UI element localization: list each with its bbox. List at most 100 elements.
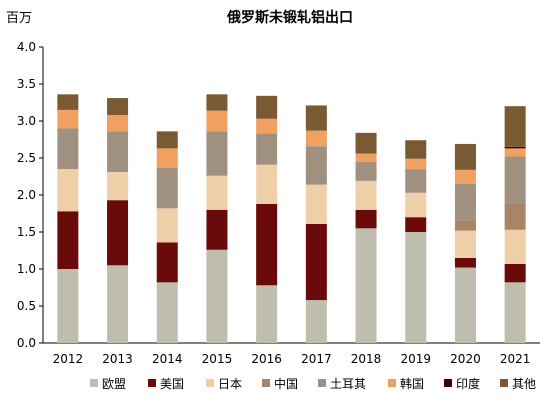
- bar-segment: [405, 217, 427, 232]
- bar-segment: [206, 249, 228, 343]
- bar-segment: [107, 115, 129, 132]
- bar-segment: [504, 148, 526, 157]
- bar-segment: [57, 169, 79, 212]
- x-axis: 2012 2013 2014 2015 2016 2017 2018 2019 2020 2021: [43, 342, 540, 366]
- bar-segment: [405, 140, 427, 159]
- bar-segment: [454, 169, 476, 184]
- bar-segment: [355, 180, 377, 210]
- x-tick-label: 2019: [400, 352, 431, 366]
- bar-segment: [405, 169, 427, 193]
- bar-segment: [256, 118, 278, 134]
- bar-segment: [454, 267, 476, 343]
- bar-segment: [57, 269, 79, 343]
- bar-segment: [256, 285, 278, 343]
- x-tick-label: 2020: [450, 352, 481, 366]
- chart-title: 俄罗斯未锻轧铝出口: [226, 9, 353, 26]
- bar-segment: [305, 146, 327, 185]
- bar-segment: [504, 282, 526, 343]
- bar-segment: [206, 175, 228, 210]
- bar-segment: [454, 230, 476, 258]
- y-tick-label: 2.5: [17, 151, 36, 165]
- bar-segment: [454, 183, 476, 221]
- bars: [57, 94, 526, 343]
- bar-segment: [454, 143, 476, 170]
- bar-segment: [504, 156, 526, 204]
- y-tick-label: 3.0: [17, 114, 36, 128]
- bar-segment: [156, 282, 178, 343]
- bar-segment: [355, 161, 377, 181]
- bar-segment: [504, 106, 526, 147]
- y-axis: 0.0 0.5 1.0 1.5 2.0 2.5 3.0 3.5 4.0: [17, 40, 44, 350]
- x-tick-label: 2018: [351, 352, 382, 366]
- bar-segment: [256, 203, 278, 286]
- bar-segment: [355, 228, 377, 343]
- bar-segment: [355, 209, 377, 229]
- legend-swatch: [148, 379, 156, 387]
- legend-swatch: [500, 379, 508, 387]
- bar-segment: [405, 232, 427, 343]
- legend-label: 美国: [160, 377, 184, 391]
- x-tick-label: 2012: [53, 352, 84, 366]
- legend-label: 日本: [218, 377, 242, 391]
- bar-segment: [504, 263, 526, 283]
- bar-segment: [156, 167, 178, 209]
- bar-segment: [57, 94, 79, 110]
- bar-segment: [156, 131, 178, 149]
- legend-swatch: [444, 379, 452, 387]
- legend-label: 印度: [456, 376, 480, 391]
- x-tick-label: 2017: [301, 352, 332, 366]
- bar-segment: [107, 131, 129, 173]
- x-tick-label: 2014: [152, 352, 183, 366]
- bar-segment: [305, 300, 327, 343]
- y-tick-label: 4.0: [17, 40, 36, 54]
- bar-segment: [57, 128, 79, 170]
- bar-segment: [355, 153, 377, 162]
- bar-segment: [504, 229, 526, 264]
- bar-segment: [206, 94, 228, 111]
- legend-label: 其他: [512, 377, 536, 391]
- bar-segment: [256, 95, 278, 119]
- legend: 欧盟 美国 日本 中国 土耳其 韩国 印度 其他: [90, 376, 536, 391]
- bar-segment: [256, 164, 278, 204]
- legend-swatch: [262, 379, 270, 387]
- x-tick-label: 2015: [202, 352, 233, 366]
- y-tick-label: 2.0: [17, 188, 36, 202]
- y-tick-label: 0.0: [17, 336, 36, 350]
- bar-segment: [156, 148, 178, 168]
- x-tick-label: 2021: [500, 352, 531, 366]
- bar-segment: [107, 265, 129, 343]
- unit-label: 百万: [6, 11, 32, 26]
- legend-swatch: [388, 379, 396, 387]
- bar-segment: [504, 203, 526, 230]
- bar-segment: [305, 130, 327, 147]
- legend-swatch: [206, 379, 214, 387]
- bar-segment: [156, 242, 178, 283]
- bar-segment: [107, 98, 129, 116]
- bar-segment: [454, 257, 476, 268]
- x-tick-label: 2013: [102, 352, 133, 366]
- y-tick-label: 1.0: [17, 262, 36, 276]
- legend-label: 中国: [274, 376, 298, 391]
- y-tick-label: 1.5: [17, 225, 36, 239]
- legend-label: 欧盟: [102, 377, 126, 391]
- y-tick-label: 3.5: [17, 77, 36, 91]
- bar-segment: [305, 223, 327, 301]
- bar-segment: [355, 132, 377, 154]
- bar-segment: [305, 184, 327, 224]
- bar-segment: [206, 110, 228, 132]
- legend-label: 韩国: [400, 376, 424, 391]
- legend-swatch: [318, 379, 326, 387]
- bar-segment: [107, 172, 129, 201]
- legend-label: 土耳其: [330, 377, 366, 391]
- bar-segment: [405, 158, 427, 170]
- bar-segment: [57, 109, 79, 129]
- bar-segment: [405, 192, 427, 218]
- bar-segment: [57, 211, 79, 269]
- bar-segment: [206, 131, 228, 176]
- legend-swatch: [90, 379, 98, 387]
- bar-segment: [504, 146, 526, 149]
- y-tick-label: 0.5: [17, 299, 36, 313]
- bar-segment: [305, 105, 327, 131]
- bar-segment: [107, 200, 129, 266]
